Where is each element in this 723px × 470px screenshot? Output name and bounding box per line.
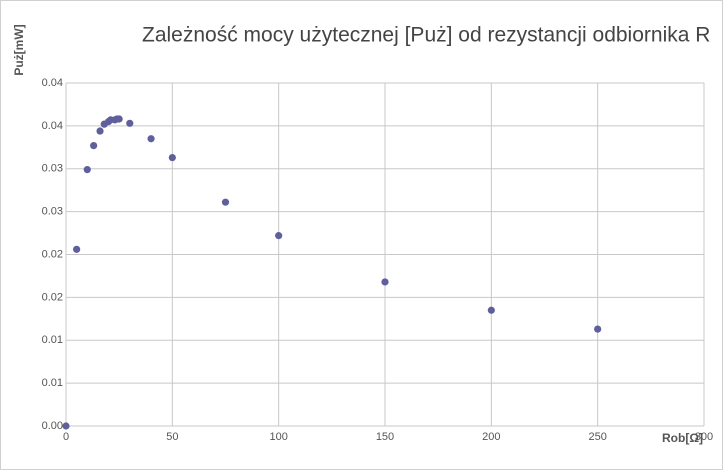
data-point (221, 198, 230, 206)
y-axis-label: Puż[mW] (12, 24, 26, 75)
x-tick-label: 300 (695, 431, 713, 443)
data-point (62, 422, 70, 430)
data-point (83, 166, 91, 174)
y-tick-label: 0.02 (42, 291, 63, 303)
data-point (147, 135, 155, 143)
data-point (594, 325, 602, 333)
data-point (73, 245, 81, 253)
x-tick-label: 0 (63, 431, 69, 443)
data-point (96, 127, 104, 135)
x-tick-label: 50 (166, 431, 178, 443)
data-point (90, 141, 98, 150)
data-point (381, 278, 389, 286)
y-tick-label: 0.01 (42, 334, 63, 346)
y-tick-label: 0.04 (42, 120, 63, 132)
data-point (126, 119, 134, 127)
x-axis-label: Rob[Ω] (662, 431, 703, 445)
y-tick-label: 0.01 (42, 377, 63, 389)
y-tick-label: 0.03 (42, 163, 63, 175)
y-tick-label: 0.03 (42, 206, 63, 218)
y-tick-label: 0.00 (42, 420, 63, 432)
chart-title: Zależność mocy użytecznej [Puż] od rezys… (142, 24, 710, 47)
y-tick-label: 0.02 (42, 248, 63, 260)
x-tick-label: 200 (482, 431, 500, 443)
data-point (487, 306, 495, 314)
y-tick-label: 0.04 (42, 77, 63, 89)
x-tick-label: 150 (376, 431, 394, 443)
x-tick-label: 250 (588, 431, 606, 443)
x-tick-label: 100 (269, 431, 287, 443)
data-point (275, 232, 283, 240)
data-point (115, 115, 123, 123)
data-point (168, 154, 176, 162)
